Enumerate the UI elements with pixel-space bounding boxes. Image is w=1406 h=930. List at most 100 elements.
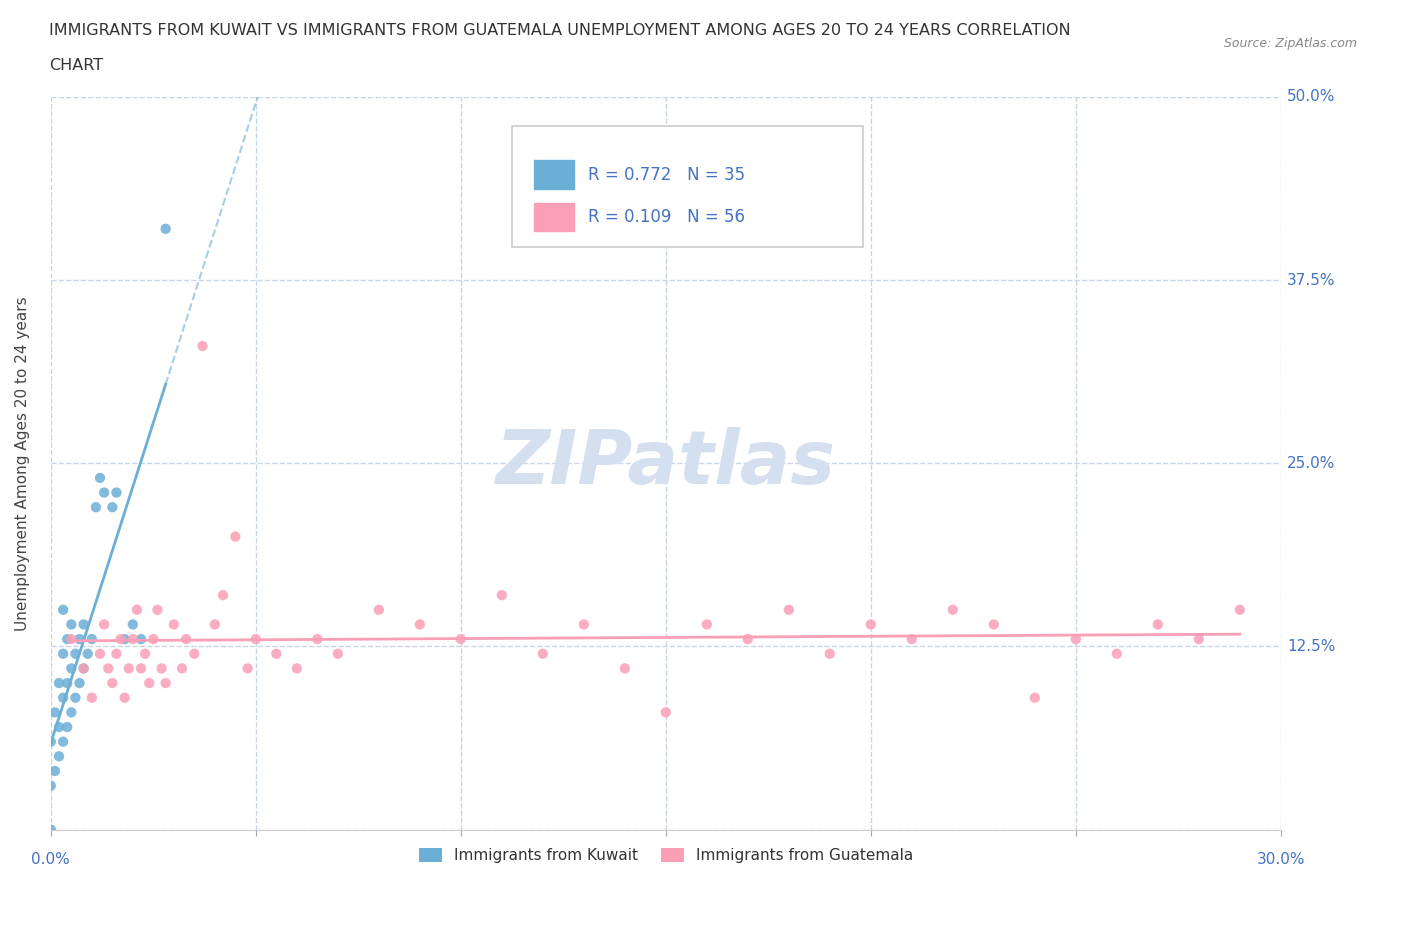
Point: [76, 646, 98, 661]
Point: [174, 631, 197, 646]
Point: [134, 646, 156, 661]
Text: IMMIGRANTS FROM KUWAIT VS IMMIGRANTS FROM GUATEMALA UNEMPLOYMENT AMONG AGES 20 T: IMMIGRANTS FROM KUWAIT VS IMMIGRANTS FRO…: [49, 23, 1071, 38]
Text: 50.0%: 50.0%: [1286, 89, 1336, 104]
Point: [859, 617, 882, 631]
Point: [326, 646, 349, 661]
Point: [93, 485, 115, 500]
Point: [52, 734, 75, 749]
Point: [72, 661, 94, 676]
Point: [655, 705, 678, 720]
Point: [114, 690, 136, 705]
Point: [80, 690, 103, 705]
Point: [52, 690, 75, 705]
Point: [491, 588, 513, 603]
Point: [1188, 631, 1211, 646]
Point: [60, 617, 83, 631]
Point: [613, 661, 636, 676]
Point: [101, 499, 124, 514]
Point: [138, 675, 160, 690]
Point: [531, 646, 554, 661]
Text: ZIPatlas: ZIPatlas: [496, 427, 835, 499]
Point: [129, 661, 152, 676]
Point: [1105, 646, 1128, 661]
Point: [118, 661, 141, 676]
Point: [266, 646, 288, 661]
Bar: [534, 203, 574, 231]
Point: [1146, 617, 1168, 631]
Point: [204, 617, 226, 631]
Point: [60, 705, 83, 720]
Point: [105, 485, 128, 500]
Y-axis label: Unemployment Among Ages 20 to 24 years: Unemployment Among Ages 20 to 24 years: [15, 296, 30, 631]
Text: 25.0%: 25.0%: [1286, 456, 1336, 471]
Point: [101, 675, 124, 690]
Text: Source: ZipAtlas.com: Source: ZipAtlas.com: [1223, 37, 1357, 50]
Legend: Immigrants from Kuwait, Immigrants from Guatemala: Immigrants from Kuwait, Immigrants from …: [412, 843, 920, 870]
Point: [224, 529, 246, 544]
Point: [48, 749, 70, 764]
Point: [572, 617, 595, 631]
Point: [105, 646, 128, 661]
Point: [155, 675, 177, 690]
Point: [183, 646, 205, 661]
Point: [245, 631, 267, 646]
FancyBboxPatch shape: [512, 126, 863, 247]
Point: [44, 705, 66, 720]
Point: [60, 661, 83, 676]
Point: [307, 631, 329, 646]
Text: 0.0%: 0.0%: [31, 852, 70, 867]
Point: [1024, 690, 1046, 705]
Point: [39, 778, 62, 793]
Point: [48, 720, 70, 735]
Point: [170, 661, 193, 676]
Point: [93, 617, 115, 631]
Point: [146, 603, 169, 618]
Point: [44, 764, 66, 778]
Point: [450, 631, 472, 646]
Text: 30.0%: 30.0%: [1257, 852, 1305, 867]
Point: [114, 631, 136, 646]
Point: [1064, 631, 1087, 646]
Point: [89, 646, 111, 661]
Point: [737, 631, 759, 646]
Point: [155, 221, 177, 236]
Point: [983, 617, 1005, 631]
Point: [69, 631, 91, 646]
Point: [367, 603, 389, 618]
Point: [236, 661, 259, 676]
Point: [142, 631, 165, 646]
Text: 37.5%: 37.5%: [1286, 272, 1336, 287]
Point: [163, 617, 186, 631]
Point: [778, 603, 800, 618]
Point: [84, 499, 107, 514]
Point: [72, 617, 94, 631]
Text: R = 0.772   N = 35: R = 0.772 N = 35: [588, 166, 745, 183]
Text: R = 0.109   N = 56: R = 0.109 N = 56: [588, 208, 745, 226]
Point: [89, 471, 111, 485]
Point: [72, 661, 94, 676]
Point: [52, 603, 75, 618]
Point: [52, 646, 75, 661]
Point: [39, 822, 62, 837]
Point: [191, 339, 214, 353]
Point: [56, 720, 79, 735]
Point: [1229, 603, 1251, 618]
Point: [110, 631, 132, 646]
Point: [901, 631, 924, 646]
Point: [121, 617, 143, 631]
Point: [80, 631, 103, 646]
Point: [56, 631, 79, 646]
Point: [39, 734, 62, 749]
Point: [60, 631, 83, 646]
Text: CHART: CHART: [49, 58, 103, 73]
Point: [696, 617, 718, 631]
Bar: [534, 161, 574, 189]
Point: [129, 631, 152, 646]
Point: [150, 661, 173, 676]
Point: [97, 661, 120, 676]
Point: [125, 603, 148, 618]
Point: [942, 603, 965, 618]
Point: [285, 661, 308, 676]
Text: 12.5%: 12.5%: [1286, 639, 1336, 654]
Point: [65, 646, 87, 661]
